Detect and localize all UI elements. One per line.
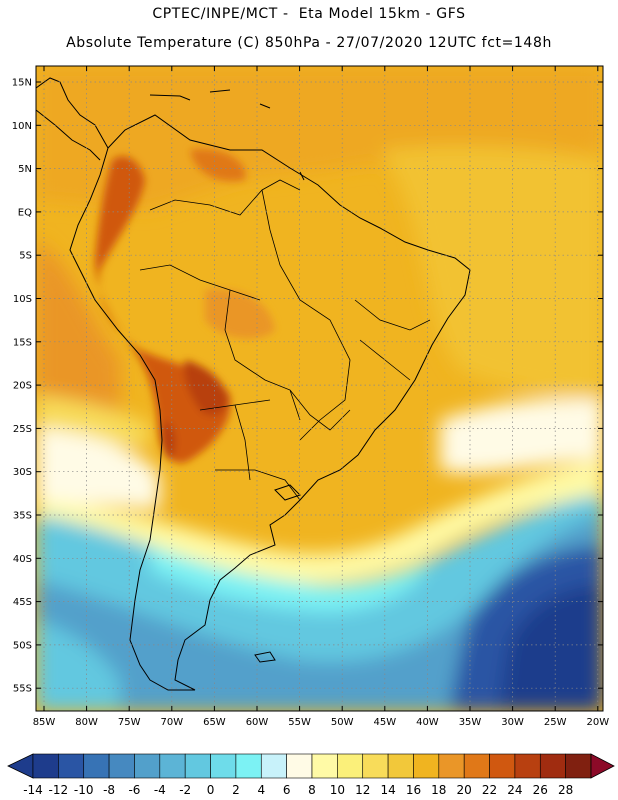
map-frame [35, 65, 604, 712]
colorbar-labels: -14 -12 -10 -8 -6 -4 -2 0 2 4 6 8 10 12 14 16 18 20 22 24 26… [23, 783, 573, 797]
country-borders [139, 179, 431, 501]
colorbar-swatch [539, 753, 566, 779]
colorbar-label: 2 [232, 783, 240, 797]
lat-label: 5S [19, 251, 32, 262]
colorbar-swatch [210, 753, 237, 779]
colorbar-swatch [565, 753, 592, 779]
lon-label: 45W [373, 717, 396, 728]
lat-label: 15N [12, 78, 32, 89]
lon-label: 20W [586, 717, 609, 728]
colorbar-swatch [337, 753, 364, 779]
lat-label: 5N [18, 164, 32, 175]
map-title-line-2: Absolute Temperature (C) 850hPa - 27/07/… [66, 35, 552, 51]
colorbar-swatch [58, 753, 85, 779]
coastlines [36, 77, 471, 691]
colorbar-label: 14 [380, 783, 395, 797]
colorbar-swatch [260, 753, 287, 779]
lat-label: 35S [13, 511, 32, 522]
colorbar-label: 20 [457, 783, 472, 797]
lon-label: 80W [75, 717, 98, 728]
map-title-line-1: CPTEC/INPE/MCT - Eta Model 15km - GFS [152, 6, 466, 22]
colorbar-swatch [463, 753, 490, 779]
colorbar-swatch [489, 753, 516, 779]
lat-label: 10N [12, 121, 32, 132]
colorbar-label: 22 [482, 783, 497, 797]
colorbar-swatch [83, 753, 110, 779]
colorbar-label: 24 [507, 783, 522, 797]
lon-label: 65W [203, 717, 226, 728]
lon-label: 55W [288, 717, 311, 728]
colorbar [7, 753, 615, 779]
lon-label: 75W [118, 717, 141, 728]
colorbar-label: 10 [330, 783, 345, 797]
temperature-field [36, 66, 603, 711]
uruguay-lagoon [274, 484, 301, 501]
colorbar-swatch [387, 753, 414, 779]
caribbean-islands [149, 89, 305, 181]
colorbar-label: -14 [23, 783, 43, 797]
lat-label: 50S [13, 640, 32, 651]
lon-label: 30W [501, 717, 524, 728]
colorbar-label: 6 [283, 783, 291, 797]
lat-label: 20S [13, 381, 32, 392]
colorbar-swatch [413, 753, 440, 779]
lon-label: 60W [246, 717, 269, 728]
lat-label: 40S [13, 554, 32, 565]
longitude-labels: 85W 80W 75W 70W 65W 60W 55W 50W 45W 40W 35W 30W 25W 2… [33, 717, 610, 728]
colorbar-low-arrow [7, 753, 34, 779]
colorbar-swatch [286, 753, 313, 779]
colorbar-label: -2 [179, 783, 191, 797]
colorbar-swatch [32, 753, 59, 779]
colorbar-swatch [362, 753, 389, 779]
lat-label: 25S [13, 424, 32, 435]
colorbar-swatch [184, 753, 211, 779]
lon-label: 70W [160, 717, 183, 728]
colorbar-swatch [438, 753, 465, 779]
colorbar-swatch [159, 753, 186, 779]
lon-label: 40W [416, 717, 439, 728]
lat-lon-grid [36, 66, 603, 711]
colorbar-swatch [311, 753, 338, 779]
colorbar-label: -8 [103, 783, 115, 797]
lat-label: 30S [13, 467, 32, 478]
south-america-coastline [69, 114, 471, 691]
colorbar-swatch [235, 753, 262, 779]
axis-ticks [36, 66, 603, 711]
colorbar-swatch [108, 753, 135, 779]
colorbar-label: 18 [431, 783, 446, 797]
colorbar-label: 16 [406, 783, 421, 797]
colorbar-swatch [134, 753, 161, 779]
colorbar-label: 12 [355, 783, 370, 797]
lat-label: 55S [13, 684, 32, 695]
central-america-coastline-south [36, 109, 101, 161]
lon-label: 35W [459, 717, 482, 728]
latitude-labels: 15N 10N 5N EQ 5S 10S 15S 20S 25S 30S 35S 40S 45S 50S 5… [12, 78, 32, 695]
colorbar-high-arrow [590, 753, 615, 779]
colorbar-swatch [514, 753, 541, 779]
lon-label: 25W [544, 717, 567, 728]
falkland-islands [254, 651, 276, 663]
colorbar-label: -12 [49, 783, 69, 797]
lat-label: 10S [13, 294, 32, 305]
lat-label: 45S [13, 597, 32, 608]
colorbar-label: 8 [308, 783, 316, 797]
colorbar-label: 28 [558, 783, 573, 797]
colorbar-label: -4 [154, 783, 166, 797]
colorbar-label: 0 [207, 783, 215, 797]
colorbar-label: -10 [74, 783, 94, 797]
colorbar-label: 26 [533, 783, 548, 797]
colorbar-label: -6 [128, 783, 140, 797]
colorbar-label: 4 [257, 783, 265, 797]
lat-label: EQ [18, 207, 32, 218]
lon-label: 85W [33, 717, 56, 728]
lon-label: 50W [331, 717, 354, 728]
lat-label: 15S [13, 337, 32, 348]
